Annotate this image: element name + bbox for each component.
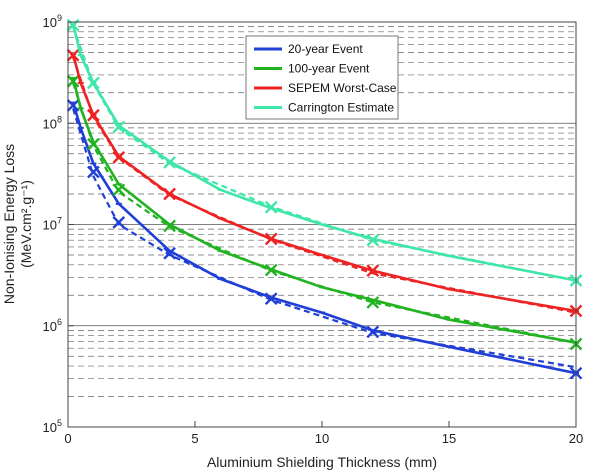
y-tick-label: 106 bbox=[43, 317, 62, 334]
y-tick-base: 10 bbox=[43, 420, 57, 435]
series-marker-x bbox=[264, 263, 278, 277]
legend-label: Carrington Estimate bbox=[288, 101, 394, 115]
y-tick-exponent: 6 bbox=[57, 317, 62, 327]
x-tick-label: 0 bbox=[64, 431, 71, 446]
series-marker-x bbox=[112, 120, 126, 134]
series-marker-x bbox=[163, 156, 176, 169]
y-tick-exponent: 9 bbox=[57, 13, 62, 23]
legend: 20-year Event 100-year Event SEPEM Worst-C… bbox=[245, 35, 399, 120]
y-tick-label: 108 bbox=[43, 114, 62, 131]
y-tick-base: 10 bbox=[43, 15, 57, 30]
x-tick-label: 5 bbox=[191, 431, 198, 446]
series-marker-x bbox=[366, 264, 380, 278]
x-tick-label: 20 bbox=[569, 431, 583, 446]
series-marker-x bbox=[66, 48, 80, 62]
y-tick-base: 10 bbox=[43, 319, 57, 334]
series-marker-x bbox=[163, 187, 176, 201]
series-layer bbox=[66, 18, 583, 380]
y-tick-exponent: 8 bbox=[57, 114, 62, 124]
series-marker-x bbox=[366, 296, 380, 309]
series-marker-x bbox=[163, 219, 176, 233]
series-marker-x bbox=[264, 232, 278, 246]
x-axis-title: Aluminium Shielding Thickness (mm) bbox=[207, 454, 437, 470]
series-marker-x bbox=[87, 108, 100, 122]
y-axis-title: Non-Ionising Energy Loss (MeV.cm².g⁻¹) bbox=[1, 144, 34, 304]
series-marker-x bbox=[112, 151, 126, 164]
x-tick-label: 15 bbox=[442, 431, 456, 446]
y-tick-exponent: 7 bbox=[57, 216, 62, 226]
series-marker-x bbox=[87, 137, 100, 151]
y-axis-title-line2: (MeV.cm².g⁻¹) bbox=[18, 180, 34, 268]
series-marker-x bbox=[366, 233, 380, 247]
series-marker-x bbox=[264, 292, 278, 306]
legend-label: 20-year Event bbox=[288, 42, 363, 56]
y-tick-label: 105 bbox=[43, 418, 62, 435]
y-tick-base: 10 bbox=[43, 218, 57, 233]
series-marker-x bbox=[163, 246, 176, 260]
legend-label: 100-year Event bbox=[288, 62, 370, 76]
x-axis: 0 5 10 15 20 bbox=[64, 421, 583, 446]
y-tick-exponent: 5 bbox=[57, 418, 62, 428]
series-marker-x bbox=[87, 76, 100, 90]
series-marker-x bbox=[112, 216, 126, 229]
series-marker-x bbox=[87, 165, 100, 179]
legend-label: SEPEM Worst-Case bbox=[288, 81, 397, 95]
series-marker-x bbox=[112, 183, 126, 197]
series-marker-x bbox=[366, 325, 380, 339]
series-carrington-estimate bbox=[66, 18, 583, 287]
grid-lines bbox=[68, 26, 576, 397]
series-sepem-worst-case bbox=[66, 48, 583, 318]
y-tick-label: 109 bbox=[43, 13, 62, 30]
y-tick-base: 10 bbox=[43, 116, 57, 131]
series-marker-x bbox=[66, 99, 80, 112]
series-marker-x bbox=[66, 74, 80, 88]
y-tick-label: 107 bbox=[43, 216, 62, 233]
series-marker-x bbox=[264, 200, 278, 214]
y-axis-title-line1: Non-Ionising Energy Loss bbox=[1, 144, 17, 304]
x-tick-label: 10 bbox=[315, 431, 329, 446]
series-100-year-event bbox=[66, 74, 583, 351]
